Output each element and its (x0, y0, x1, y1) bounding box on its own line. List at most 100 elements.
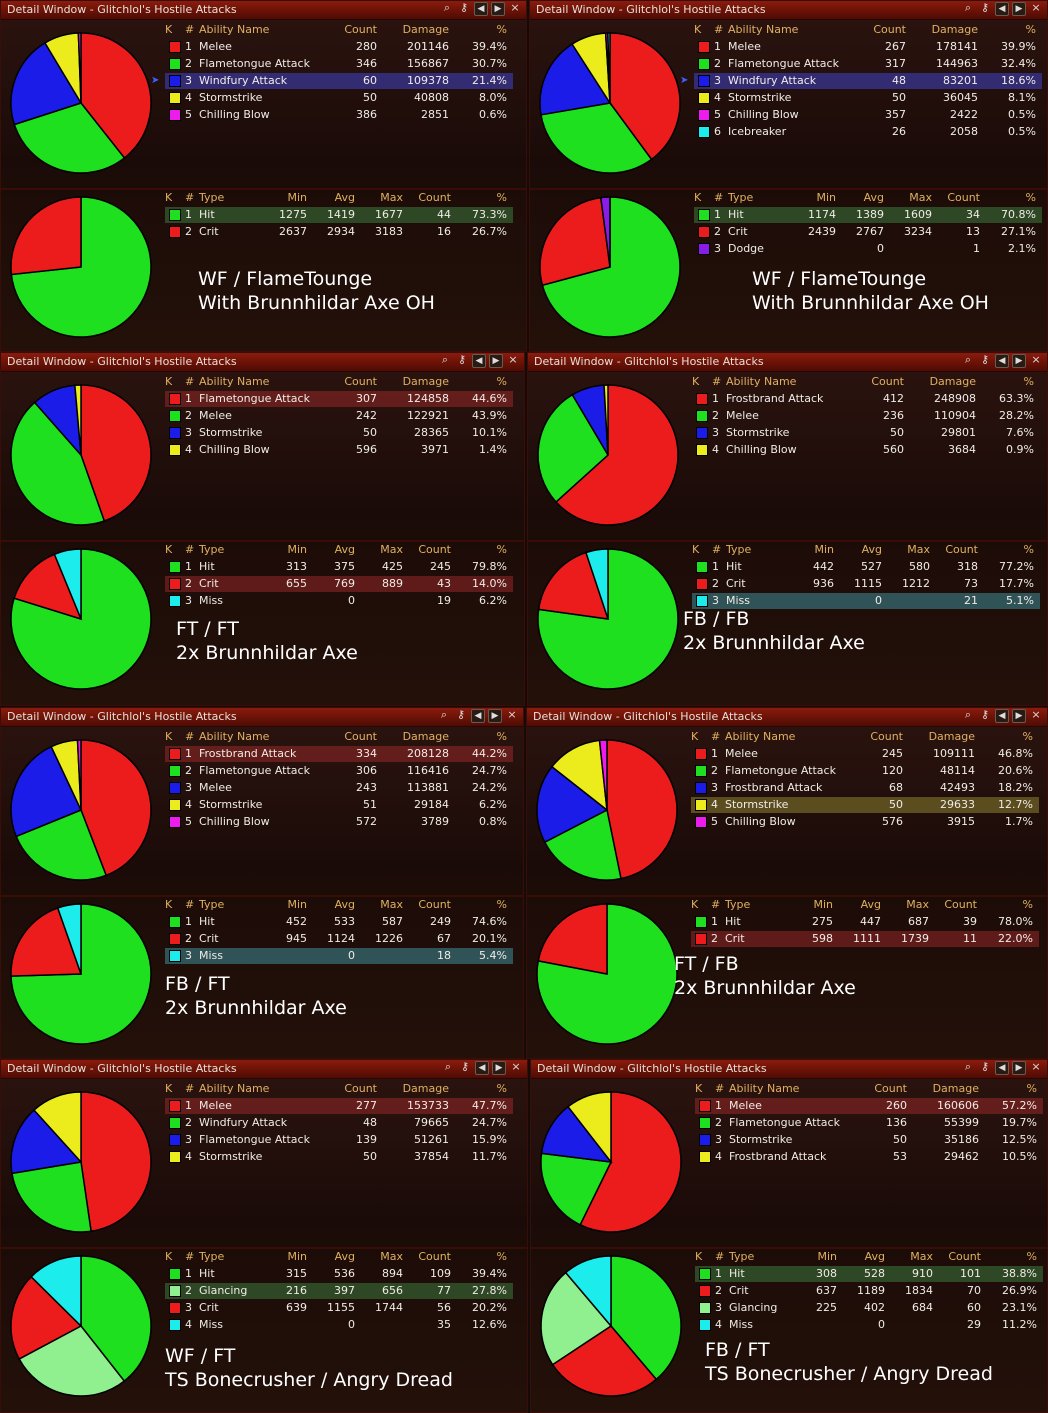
ability-row[interactable]: 1 Melee 277 153733 47.7% (165, 1098, 513, 1114)
ability-row[interactable]: 2 Flametongue Attack 306 116416 24.7% (165, 763, 513, 779)
type-row[interactable]: 3 Miss 0 21 5.1% (692, 593, 1040, 609)
key-icon[interactable]: ⚷ (456, 708, 466, 721)
ability-row[interactable]: 5 Chilling Blow 572 3789 0.8% (165, 814, 513, 830)
type-row[interactable]: 2 Crit 637 1189 1834 70 26.9% (695, 1283, 1043, 1299)
ability-row[interactable]: 5 Chilling Blow 357 2422 0.5% (694, 107, 1042, 123)
close-icon[interactable]: × (508, 353, 518, 366)
type-row[interactable]: 2 Crit 598 1111 1739 11 22.0% (691, 931, 1039, 947)
ability-row[interactable]: 4 Frostbrand Attack 53 29462 10.5% (695, 1149, 1043, 1165)
key-icon[interactable]: ⚷ (460, 1060, 470, 1073)
next-icon[interactable]: ▶ (488, 709, 502, 723)
type-row[interactable]: 3 Miss 0 19 6.2% (165, 593, 513, 609)
prev-icon[interactable]: ◀ (474, 2, 488, 16)
type-row[interactable]: 2 Crit 936 1115 1212 73 17.7% (692, 576, 1040, 592)
title-bar[interactable]: Detail Window - Glitchlol's Hostile Atta… (1, 1060, 527, 1079)
magnifier-icon[interactable]: ⌕ (440, 708, 448, 721)
prev-icon[interactable]: ◀ (475, 1061, 489, 1075)
ability-row[interactable]: 2 Flametongue Attack 120 48114 20.6% (691, 763, 1039, 779)
ability-row[interactable]: 2 Melee 236 110904 28.2% (692, 408, 1040, 424)
ability-row[interactable]: 4 Stormstrike 51 29184 6.2% (165, 797, 513, 813)
type-row[interactable]: 2 Glancing 216 397 656 77 27.8% (165, 1283, 513, 1299)
ability-row[interactable]: 6 Icebreaker 26 2058 0.5% (694, 124, 1042, 140)
title-bar[interactable]: Detail Window - Glitchlol's Hostile Atta… (1, 708, 523, 727)
next-icon[interactable]: ▶ (1012, 354, 1026, 368)
type-row[interactable]: 2 Crit 2637 2934 3183 16 26.7% (165, 224, 513, 240)
magnifier-icon[interactable]: ⌕ (444, 1060, 452, 1073)
ability-row[interactable]: 4 Stormstrike 50 37854 11.7% (165, 1149, 513, 1165)
key-icon[interactable]: ⚷ (459, 1, 469, 14)
key-icon[interactable]: ⚷ (980, 353, 990, 366)
ability-row[interactable]: 4 Chilling Blow 596 3971 1.4% (165, 442, 513, 458)
close-icon[interactable]: × (510, 1, 520, 14)
key-icon[interactable]: ⚷ (980, 708, 990, 721)
prev-icon[interactable]: ◀ (995, 709, 1009, 723)
next-icon[interactable]: ▶ (1012, 709, 1026, 723)
type-row[interactable]: 1 Hit 452 533 587 249 74.6% (165, 914, 513, 930)
ability-row[interactable]: 4 Stormstrike 50 36045 8.1% (694, 90, 1042, 106)
key-icon[interactable]: ⚷ (980, 1060, 990, 1073)
ability-row[interactable]: 4 Stormstrike 50 40808 8.0% (165, 90, 513, 106)
magnifier-icon[interactable]: ⌕ (964, 708, 972, 721)
title-bar[interactable]: Detail Window - Glitchlol's Hostile Atta… (1, 353, 524, 372)
ability-row[interactable]: 3 Windfury Attack 48 83201 18.6% (694, 73, 1042, 89)
ability-row[interactable]: 1 Flametongue Attack 307 124858 44.6% (165, 391, 513, 407)
type-row[interactable]: 1 Hit 442 527 580 318 77.2% (692, 559, 1040, 575)
prev-icon[interactable]: ◀ (471, 709, 485, 723)
ability-row[interactable]: 3 Melee 243 113881 24.2% (165, 780, 513, 796)
type-row[interactable]: 3 Crit 639 1155 1744 56 20.2% (165, 1300, 513, 1316)
type-row[interactable]: 1 Hit 313 375 425 245 79.8% (165, 559, 513, 575)
ability-row[interactable]: 3 Stormstrike 50 28365 10.1% (165, 425, 513, 441)
ability-row[interactable]: 4 Chilling Blow 560 3684 0.9% (692, 442, 1040, 458)
type-row[interactable]: 1 Hit 275 447 687 39 78.0% (691, 914, 1039, 930)
type-row[interactable]: 2 Crit 945 1124 1226 67 20.1% (165, 931, 513, 947)
ability-row[interactable]: 1 Frostbrand Attack 334 208128 44.2% (165, 746, 513, 762)
type-row[interactable]: 1 Hit 1174 1389 1609 34 70.8% (694, 207, 1042, 223)
type-row[interactable]: 3 Dodge 0 1 2.1% (694, 241, 1042, 257)
type-row[interactable]: 3 Miss 0 18 5.4% (165, 948, 513, 964)
ability-row[interactable]: 1 Melee 280 201146 39.4% (165, 39, 513, 55)
next-icon[interactable]: ▶ (1012, 2, 1026, 16)
close-icon[interactable]: × (511, 1060, 521, 1073)
magnifier-icon[interactable]: ⌕ (443, 1, 451, 14)
key-icon[interactable]: ⚷ (980, 1, 990, 14)
ability-row[interactable]: 3 Frostbrand Attack 68 42493 18.2% (691, 780, 1039, 796)
type-row[interactable]: 1 Hit 1275 1419 1677 44 73.3% (165, 207, 513, 223)
prev-icon[interactable]: ◀ (995, 354, 1009, 368)
ability-row[interactable]: 2 Melee 242 122921 43.9% (165, 408, 513, 424)
type-row[interactable]: 2 Crit 2439 2767 3234 13 27.1% (694, 224, 1042, 240)
prev-icon[interactable]: ◀ (995, 1061, 1009, 1075)
ability-row[interactable]: 5 Chilling Blow 576 3915 1.7% (691, 814, 1039, 830)
ability-row[interactable]: 2 Flametongue Attack 317 144963 32.4% (694, 56, 1042, 72)
title-bar[interactable]: Detail Window - Glitchlol's Hostile Atta… (528, 353, 1047, 372)
title-bar[interactable]: Detail Window - Glitchlol's Hostile Atta… (527, 708, 1047, 727)
key-icon[interactable]: ⚷ (457, 353, 467, 366)
ability-row[interactable]: 3 Stormstrike 50 29801 7.6% (692, 425, 1040, 441)
ability-row[interactable]: 1 Melee 245 109111 46.8% (691, 746, 1039, 762)
type-row[interactable]: 4 Miss 0 29 11.2% (695, 1317, 1043, 1333)
next-icon[interactable]: ▶ (1012, 1061, 1026, 1075)
type-row[interactable]: 2 Crit 655 769 889 43 14.0% (165, 576, 513, 592)
magnifier-icon[interactable]: ⌕ (964, 1, 972, 14)
ability-row[interactable]: 2 Flametongue Attack 136 55399 19.7% (695, 1115, 1043, 1131)
type-row[interactable]: 4 Miss 0 35 12.6% (165, 1317, 513, 1333)
close-icon[interactable]: × (1031, 708, 1041, 721)
close-icon[interactable]: × (1031, 353, 1041, 366)
title-bar[interactable]: Detail Window - Glitchlol's Hostile Atta… (1, 1, 526, 20)
ability-row[interactable]: 3 Stormstrike 50 35186 12.5% (695, 1132, 1043, 1148)
ability-row[interactable]: 1 Melee 267 178141 39.9% (694, 39, 1042, 55)
close-icon[interactable]: × (507, 708, 517, 721)
type-row[interactable]: 3 Glancing 225 402 684 60 23.1% (695, 1300, 1043, 1316)
ability-row[interactable]: 2 Flametongue Attack 346 156867 30.7% (165, 56, 513, 72)
ability-row[interactable]: 2 Windfury Attack 48 79665 24.7% (165, 1115, 513, 1131)
title-bar[interactable]: Detail Window - Glitchlol's Hostile Atta… (530, 1, 1047, 20)
ability-row[interactable]: 5 Chilling Blow 386 2851 0.6% (165, 107, 513, 123)
magnifier-icon[interactable]: ⌕ (441, 353, 449, 366)
next-icon[interactable]: ▶ (491, 2, 505, 16)
ability-row[interactable]: 3 Windfury Attack 60 109378 21.4% (165, 73, 513, 89)
prev-icon[interactable]: ◀ (472, 354, 486, 368)
close-icon[interactable]: × (1031, 1060, 1041, 1073)
ability-row[interactable]: 3 Flametongue Attack 139 51261 15.9% (165, 1132, 513, 1148)
ability-row[interactable]: 1 Frostbrand Attack 412 248908 63.3% (692, 391, 1040, 407)
next-icon[interactable]: ▶ (492, 1061, 506, 1075)
magnifier-icon[interactable]: ⌕ (964, 353, 972, 366)
